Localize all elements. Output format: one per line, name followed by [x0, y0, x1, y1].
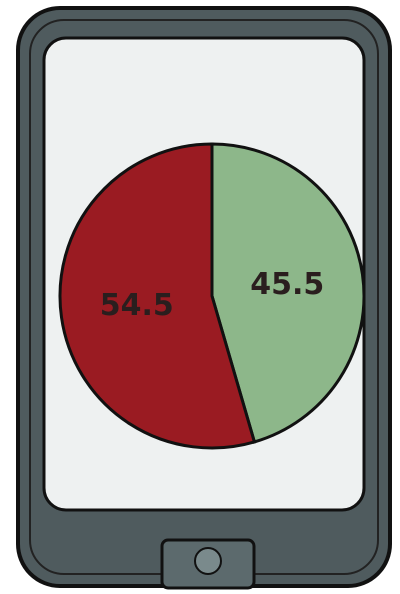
data-label: 45.5 — [250, 267, 324, 302]
tablet-illustration: 45.5 54.5 — [0, 0, 400, 594]
pie-chart: 45.5 54.5 — [60, 144, 364, 448]
data-label: 54.5 — [100, 288, 174, 323]
page: {"chart_data": {"type": "pie", "values":… — [0, 0, 400, 594]
home-button[interactable] — [195, 548, 221, 574]
